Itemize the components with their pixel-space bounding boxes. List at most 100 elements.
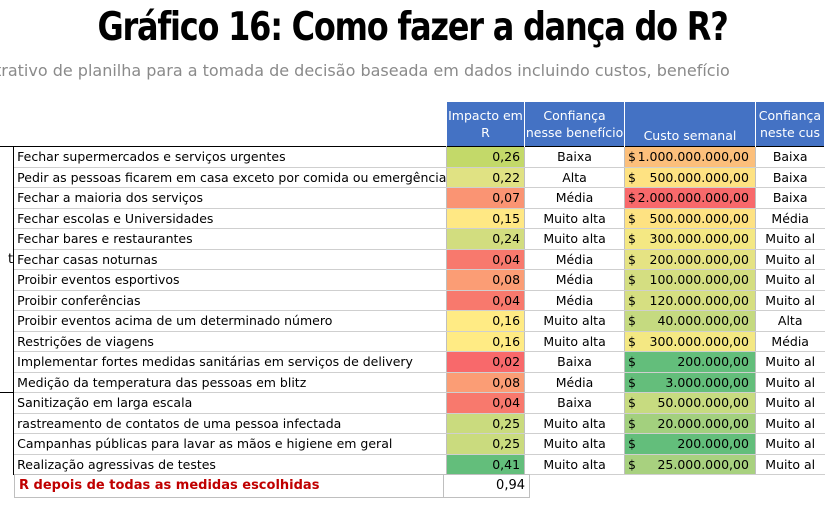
confidence-benefit-cell[interactable]: Baixa — [524, 392, 625, 414]
confidence-cost-cell[interactable]: Muito al — [755, 351, 825, 373]
confidence-benefit-cell[interactable]: Muito alta — [524, 310, 625, 332]
impact-cell[interactable]: 0,16 — [446, 331, 526, 352]
impact-cell[interactable]: 0,24 — [446, 228, 526, 250]
confidence-cost-cell[interactable]: Muito al — [755, 372, 825, 393]
header-confidence-benefit: Confiança nesse benefício — [524, 102, 625, 147]
group-bracket — [0, 269, 15, 290]
weekly-cost-cell[interactable]: $100.000.000,00 — [624, 269, 756, 291]
confidence-cost-cell[interactable]: Muito al — [755, 413, 825, 434]
confidence-cost-cell[interactable]: Baixa — [755, 146, 825, 168]
cost-amount: 200.000,00 — [677, 436, 749, 451]
table-row: Campanhas públicas para lavar as mãos e … — [0, 433, 825, 455]
confidence-cost-cell[interactable]: Média — [755, 208, 825, 229]
impact-cell[interactable]: 0,08 — [446, 372, 526, 393]
currency-symbol: $ — [628, 210, 636, 226]
weekly-cost-cell[interactable]: $40.000.000,00 — [624, 310, 756, 332]
weekly-cost-cell[interactable]: $300.000.000,00 — [624, 331, 756, 352]
measure-cell[interactable]: Fechar escolas e Universidades — [13, 208, 448, 229]
confidence-cost-cell[interactable]: Baixa — [755, 167, 825, 188]
confidence-benefit-cell[interactable]: Muito alta — [524, 331, 625, 352]
header-weekly-cost: Custo semanal — [624, 102, 756, 147]
weekly-cost-cell[interactable]: $2.000.000.000,00 — [624, 187, 756, 209]
measure-cell[interactable]: Implementar fortes medidas sanitárias em… — [13, 351, 448, 373]
page-subtitle: trativo de planilha para a tomada de dec… — [0, 61, 730, 80]
confidence-benefit-cell[interactable]: Muito alta — [524, 208, 625, 229]
confidence-benefit-cell[interactable]: Média — [524, 187, 625, 209]
table-row: Fechar supermercados e serviços urgentes… — [0, 146, 825, 168]
impact-cell[interactable]: 0,25 — [446, 413, 526, 434]
confidence-cost-cell[interactable]: Alta — [755, 310, 825, 332]
measure-cell[interactable]: Proibir eventos acima de um determinado … — [13, 310, 448, 332]
confidence-benefit-cell[interactable]: Média — [524, 290, 625, 311]
measure-cell[interactable]: Proibir eventos esportivos — [13, 269, 448, 291]
impact-cell[interactable]: 0,41 — [446, 454, 526, 475]
confidence-benefit-cell[interactable]: Média — [524, 372, 625, 393]
summary-value[interactable]: 0,94 — [496, 478, 525, 493]
confidence-benefit-cell[interactable]: Muito alta — [524, 433, 625, 455]
impact-cell[interactable]: 0,26 — [446, 146, 526, 168]
weekly-cost-cell[interactable]: $300.000.000,00 — [624, 228, 756, 250]
impact-cell[interactable]: 0,07 — [446, 187, 526, 209]
group-bracket — [0, 351, 15, 372]
confidence-cost-cell[interactable]: Muito al — [755, 290, 825, 311]
measure-cell[interactable]: rastreamento de contatos de uma pessoa i… — [13, 413, 448, 434]
header-blank-measure — [13, 102, 447, 147]
confidence-benefit-cell[interactable]: Baixa — [524, 351, 625, 373]
weekly-cost-cell[interactable]: $50.000.000,00 — [624, 392, 756, 414]
weekly-cost-cell[interactable]: $20.000.000,00 — [624, 413, 756, 434]
impact-cell[interactable]: 0,16 — [446, 310, 526, 332]
confidence-benefit-cell[interactable]: Média — [524, 269, 625, 291]
group-bracket — [0, 372, 15, 393]
weekly-cost-cell[interactable]: $500.000.000,00 — [624, 208, 756, 229]
confidence-benefit-cell[interactable]: Muito alta — [524, 413, 625, 434]
currency-symbol: $ — [628, 333, 636, 349]
confidence-cost-cell[interactable]: Muito al — [755, 433, 825, 455]
measure-cell[interactable]: Medição da temperatura das pessoas em bl… — [13, 372, 448, 393]
confidence-cost-cell[interactable]: Média — [755, 331, 825, 352]
weekly-cost-cell[interactable]: $200.000,00 — [624, 351, 756, 373]
summary-label: R depois de todas as medidas escolhidas — [19, 478, 320, 493]
impact-cell[interactable]: 0,25 — [446, 433, 526, 455]
confidence-benefit-cell[interactable]: Média — [524, 249, 625, 270]
group-bracket — [0, 433, 15, 454]
group-bracket — [0, 146, 15, 167]
group-bracket — [0, 290, 15, 311]
measure-cell[interactable]: Realização agressivas de testes — [13, 454, 448, 475]
confidence-benefit-cell[interactable]: Muito alta — [524, 454, 625, 475]
confidence-cost-cell[interactable]: Muito al — [755, 249, 825, 270]
weekly-cost-cell[interactable]: $200.000.000,00 — [624, 249, 756, 270]
weekly-cost-cell[interactable]: $120.000.000,00 — [624, 290, 756, 311]
measure-cell[interactable]: Proibir conferências — [13, 290, 448, 311]
confidence-cost-cell[interactable]: Muito al — [755, 392, 825, 414]
measure-cell[interactable]: Pedir as pessoas ficarem em casa exceto … — [13, 167, 448, 188]
weekly-cost-cell[interactable]: $25.000.000,00 — [624, 454, 756, 475]
measure-cell[interactable]: Sanitização em larga escala — [13, 392, 448, 414]
impact-cell[interactable]: 0,04 — [446, 290, 526, 311]
confidence-cost-cell[interactable]: Muito al — [755, 269, 825, 291]
impact-cell[interactable]: 0,08 — [446, 269, 526, 291]
measure-cell[interactable]: Fechar supermercados e serviços urgentes — [13, 146, 448, 168]
currency-symbol: $ — [628, 436, 636, 451]
confidence-benefit-cell[interactable]: Alta — [524, 167, 625, 188]
measure-cell[interactable]: Fechar a maioria dos serviços — [13, 187, 448, 209]
confidence-cost-cell[interactable]: Muito al — [755, 228, 825, 250]
measure-cell[interactable]: Fechar casas noturnas — [13, 249, 448, 270]
weekly-cost-cell[interactable]: $200.000,00 — [624, 433, 756, 455]
measure-cell[interactable]: Fechar bares e restaurantes — [13, 228, 448, 250]
confidence-benefit-cell[interactable]: Muito alta — [524, 228, 625, 250]
confidence-benefit-cell[interactable]: Baixa — [524, 146, 625, 168]
confidence-cost-cell[interactable]: Muito al — [755, 454, 825, 475]
impact-cell[interactable]: 0,15 — [446, 208, 526, 229]
group-label: t — [0, 249, 15, 270]
weekly-cost-cell[interactable]: $3.000.000,00 — [624, 372, 756, 393]
impact-cell[interactable]: 0,02 — [446, 351, 526, 373]
impact-cell[interactable]: 0,22 — [446, 167, 526, 188]
impact-cell[interactable]: 0,04 — [446, 392, 526, 414]
weekly-cost-cell[interactable]: $1.000.000.000,00 — [624, 146, 756, 168]
group-bracket — [0, 167, 15, 188]
weekly-cost-cell[interactable]: $500.000.000,00 — [624, 167, 756, 188]
impact-cell[interactable]: 0,04 — [446, 249, 526, 270]
measure-cell[interactable]: Restrições de viagens — [13, 331, 448, 352]
confidence-cost-cell[interactable]: Baixa — [755, 187, 825, 209]
measure-cell[interactable]: Campanhas públicas para lavar as mãos e … — [13, 433, 448, 455]
